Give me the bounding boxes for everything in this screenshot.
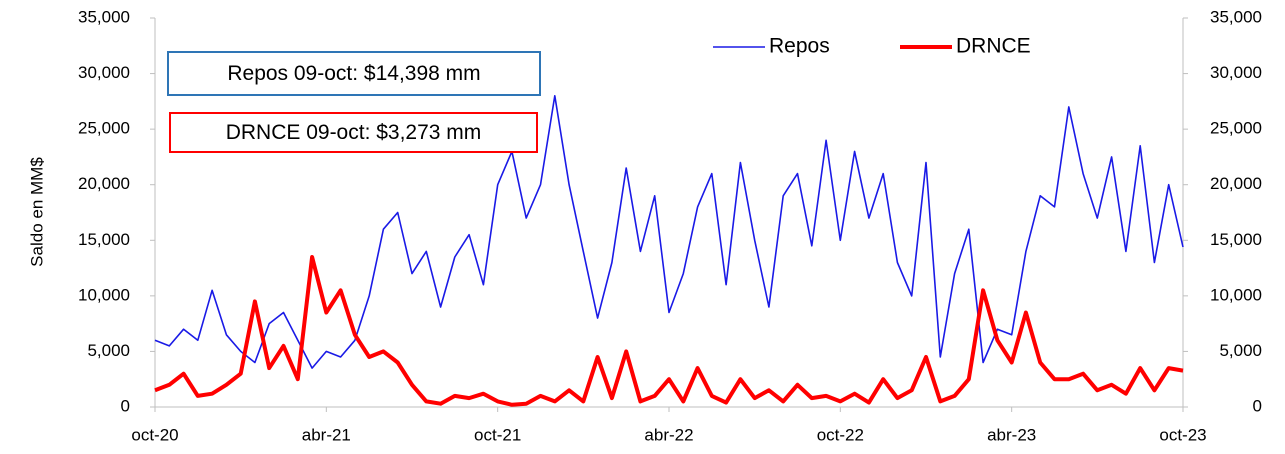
y-tick-label: 30,000 [78, 63, 130, 82]
y-axis-label: Saldo en MM$ [27, 157, 46, 267]
x-tick-label: abr-21 [302, 425, 351, 444]
x-tick-label: oct-23 [1159, 425, 1206, 444]
legend-label: DRNCE [956, 35, 1031, 58]
y2-tick-label: 10,000 [1210, 285, 1262, 304]
y2-tick-label: 5,000 [1219, 341, 1262, 360]
y2-tick-label: 20,000 [1210, 174, 1262, 193]
x-tick-label: abr-22 [644, 425, 693, 444]
annotation-box [169, 112, 538, 153]
data-line [154, 95, 1184, 369]
y2-tick-label: 35,000 [1210, 7, 1262, 26]
y-tick-label: 25,000 [78, 119, 130, 138]
x-tick-label: oct-21 [474, 425, 521, 444]
data-line [154, 255, 1184, 407]
annotation-box [167, 51, 541, 96]
y2-tick-label: 0 [1253, 396, 1262, 415]
y-tick-label: 35,000 [78, 7, 130, 26]
annotation-text: DRNCE 09-oct: $3,273 mm [226, 121, 482, 144]
y-tick-label: 0 [121, 396, 130, 415]
y-tick-label: 10,000 [78, 285, 130, 304]
y2-tick-label: 15,000 [1210, 230, 1262, 249]
y-tick-label: 20,000 [78, 174, 130, 193]
x-tick-label: oct-22 [817, 425, 864, 444]
annotation-text: Repos 09-oct: $14,398 mm [227, 62, 480, 85]
y-tick-label: 5,000 [87, 341, 130, 360]
legend-label: Repos [769, 35, 830, 58]
x-tick-label: abr-23 [987, 425, 1036, 444]
y2-tick-label: 30,000 [1210, 63, 1262, 82]
x-tick-label: oct-20 [131, 425, 178, 444]
y-tick-label: 15,000 [78, 230, 130, 249]
y2-tick-label: 25,000 [1210, 119, 1262, 138]
